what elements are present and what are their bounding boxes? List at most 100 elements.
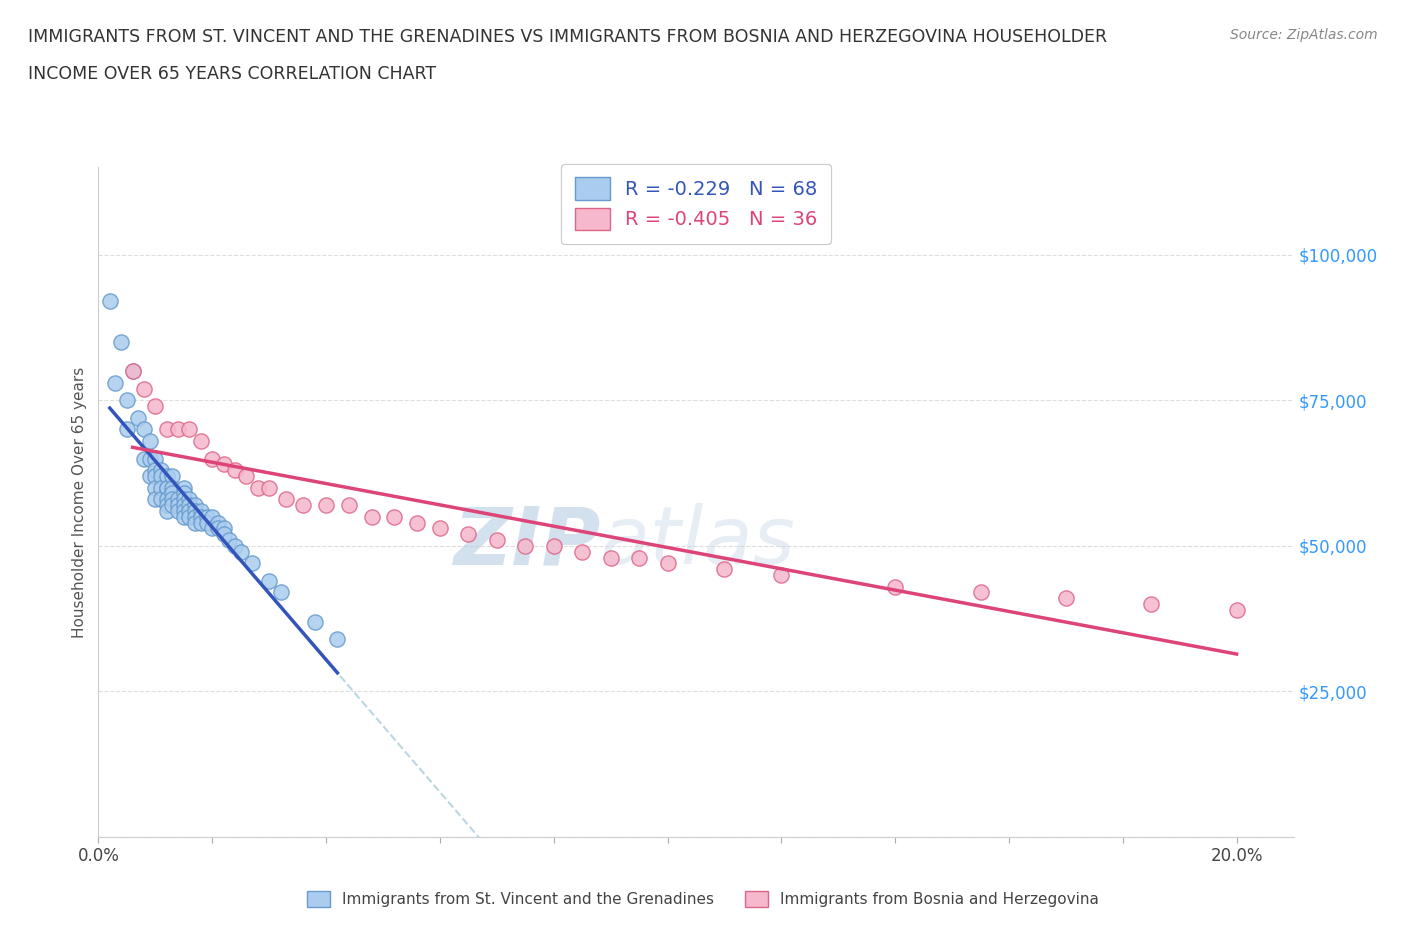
- Point: [195, 510, 218, 525]
- Point: [184, 515, 207, 530]
- Point: [212, 521, 235, 536]
- Point: [360, 510, 382, 525]
- Point: [162, 498, 184, 512]
- Point: [515, 538, 537, 553]
- Point: [628, 550, 651, 565]
- Point: [104, 376, 127, 391]
- Point: [485, 533, 508, 548]
- Point: [150, 480, 173, 495]
- Point: [770, 567, 793, 582]
- Point: [173, 510, 195, 525]
- Point: [138, 451, 160, 466]
- Point: [713, 562, 735, 577]
- Point: [127, 410, 149, 425]
- Point: [657, 556, 679, 571]
- Point: [143, 492, 166, 507]
- Point: [173, 480, 195, 495]
- Point: [132, 381, 155, 396]
- Point: [156, 503, 179, 518]
- Point: [167, 503, 190, 518]
- Point: [156, 498, 179, 512]
- Point: [326, 631, 349, 646]
- Point: [292, 498, 315, 512]
- Point: [143, 399, 166, 414]
- Point: [150, 469, 173, 484]
- Point: [270, 585, 292, 600]
- Point: [212, 526, 235, 541]
- Point: [599, 550, 621, 565]
- Point: [1054, 591, 1077, 605]
- Point: [207, 521, 229, 536]
- Point: [1226, 603, 1249, 618]
- Point: [143, 480, 166, 495]
- Legend: R = -0.229   N = 68, R = -0.405   N = 36: R = -0.229 N = 68, R = -0.405 N = 36: [561, 164, 831, 244]
- Point: [229, 544, 252, 559]
- Legend: Immigrants from St. Vincent and the Grenadines, Immigrants from Bosnia and Herze: Immigrants from St. Vincent and the Gren…: [301, 884, 1105, 913]
- Point: [1140, 597, 1163, 612]
- Point: [218, 533, 240, 548]
- Point: [179, 422, 201, 437]
- Point: [156, 480, 179, 495]
- Point: [201, 510, 224, 525]
- Point: [143, 463, 166, 478]
- Point: [257, 574, 280, 589]
- Point: [162, 492, 184, 507]
- Point: [184, 503, 207, 518]
- Point: [457, 526, 479, 541]
- Point: [884, 579, 907, 594]
- Point: [969, 585, 991, 600]
- Point: [224, 463, 246, 478]
- Point: [543, 538, 565, 553]
- Point: [162, 469, 184, 484]
- Point: [115, 392, 138, 407]
- Point: [235, 469, 257, 484]
- Point: [143, 469, 166, 484]
- Text: ZIP: ZIP: [453, 503, 600, 581]
- Point: [156, 422, 179, 437]
- Point: [173, 486, 195, 501]
- Point: [304, 614, 326, 629]
- Point: [132, 451, 155, 466]
- Point: [173, 503, 195, 518]
- Point: [167, 498, 190, 512]
- Text: IMMIGRANTS FROM ST. VINCENT AND THE GRENADINES VS IMMIGRANTS FROM BOSNIA AND HER: IMMIGRANTS FROM ST. VINCENT AND THE GREN…: [28, 28, 1108, 46]
- Point: [257, 480, 280, 495]
- Point: [138, 433, 160, 448]
- Point: [190, 433, 212, 448]
- Point: [207, 515, 229, 530]
- Point: [315, 498, 337, 512]
- Point: [201, 521, 224, 536]
- Point: [246, 480, 269, 495]
- Point: [406, 515, 429, 530]
- Point: [162, 486, 184, 501]
- Point: [162, 480, 184, 495]
- Point: [156, 469, 179, 484]
- Point: [382, 510, 405, 525]
- Point: [276, 492, 298, 507]
- Point: [173, 498, 195, 512]
- Point: [240, 556, 263, 571]
- Y-axis label: Householder Income Over 65 years: Householder Income Over 65 years: [72, 366, 87, 638]
- Point: [173, 492, 195, 507]
- Point: [190, 510, 212, 525]
- Point: [138, 469, 160, 484]
- Point: [201, 451, 224, 466]
- Point: [156, 492, 179, 507]
- Point: [179, 492, 201, 507]
- Point: [429, 521, 451, 536]
- Point: [179, 510, 201, 525]
- Point: [110, 335, 132, 350]
- Point: [167, 492, 190, 507]
- Point: [212, 457, 235, 472]
- Point: [150, 463, 173, 478]
- Point: [98, 294, 121, 309]
- Point: [195, 515, 218, 530]
- Point: [132, 422, 155, 437]
- Text: Source: ZipAtlas.com: Source: ZipAtlas.com: [1230, 28, 1378, 42]
- Point: [179, 498, 201, 512]
- Point: [167, 422, 190, 437]
- Point: [121, 364, 143, 379]
- Point: [571, 544, 593, 559]
- Point: [184, 510, 207, 525]
- Point: [184, 498, 207, 512]
